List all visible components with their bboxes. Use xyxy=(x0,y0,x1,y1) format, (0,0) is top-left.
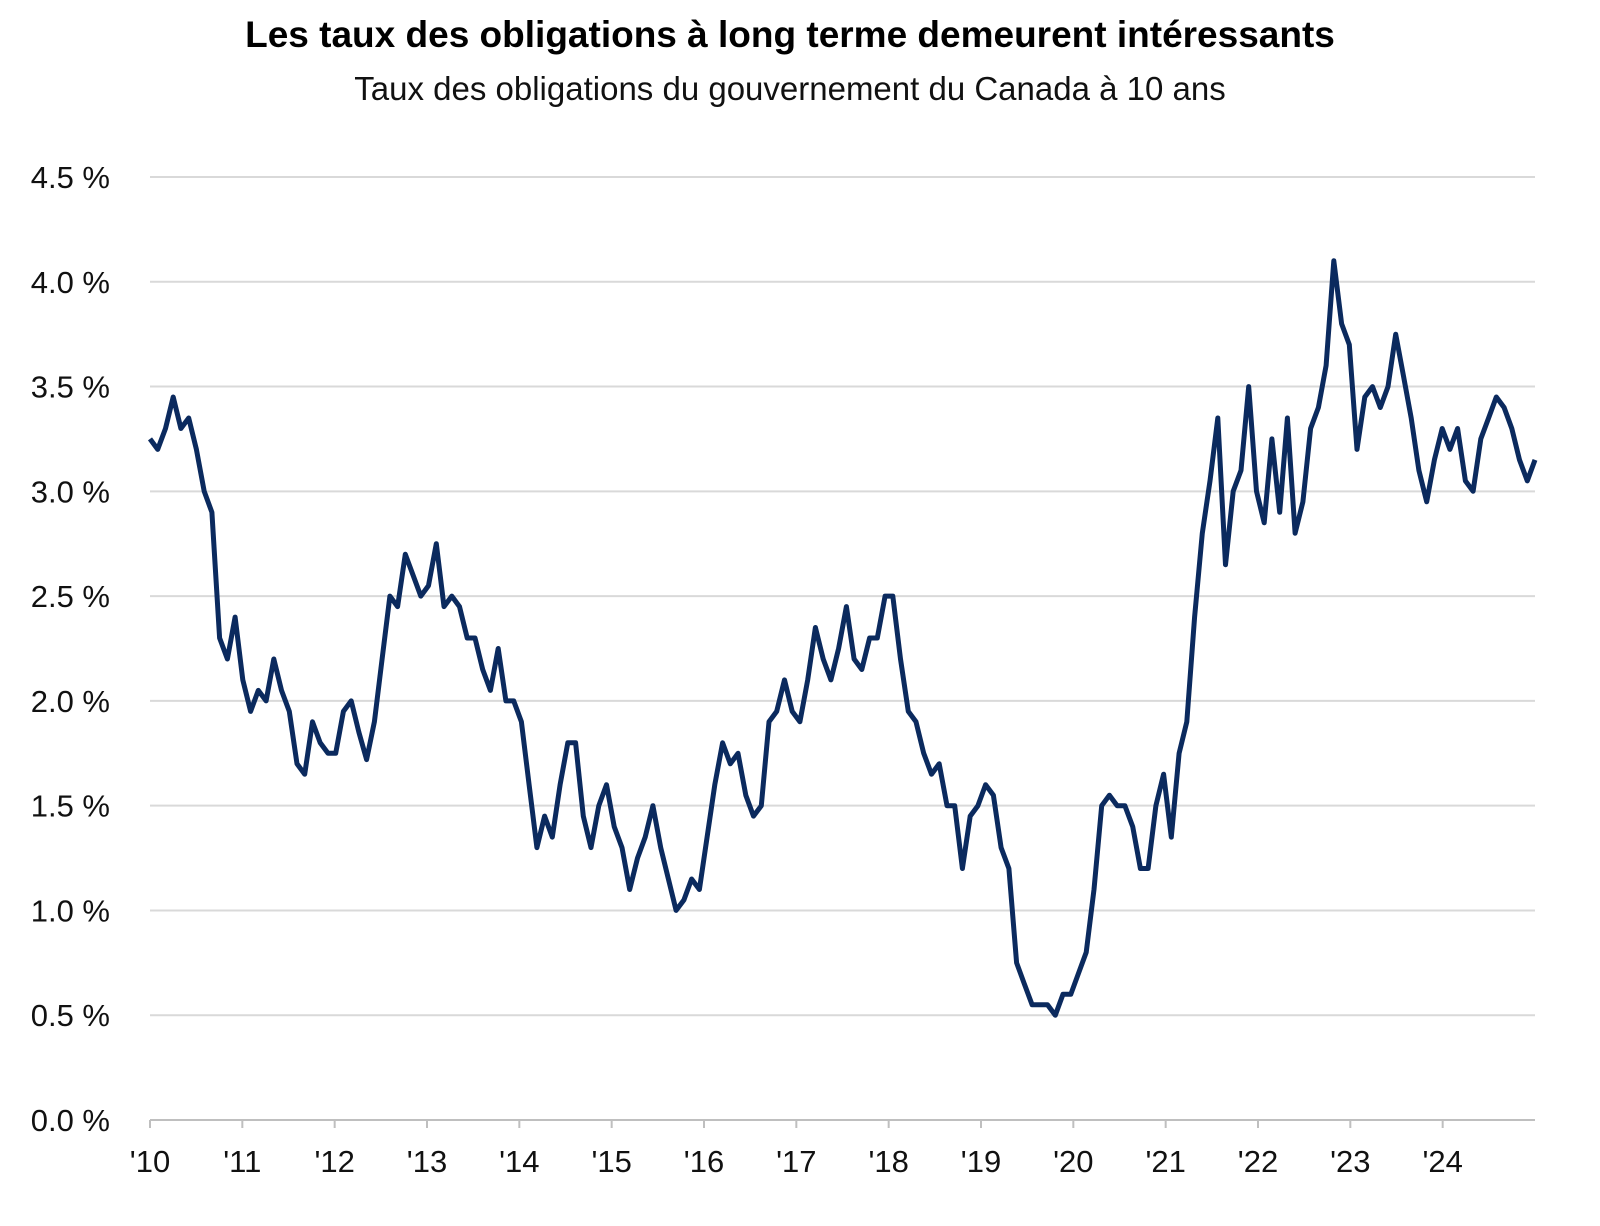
y-tick-label: 3.5 % xyxy=(31,370,110,405)
y-tick-label: 4.5 % xyxy=(31,160,110,195)
x-tick-label: '18 xyxy=(868,1144,908,1179)
x-tick-label: '12 xyxy=(314,1144,354,1179)
x-tick-label: '24 xyxy=(1422,1144,1462,1179)
x-tick-label: '21 xyxy=(1145,1144,1185,1179)
chart-title: Les taux des obligations à long terme de… xyxy=(245,14,1335,55)
x-tick-label: '13 xyxy=(407,1144,447,1179)
x-tick-label: '22 xyxy=(1238,1144,1278,1179)
y-tick-label: 4.0 % xyxy=(31,265,110,300)
x-axis: '10 '11 '12 '13 '14 '15 '16 '17 '18 '19 '20 '21 '22 '… xyxy=(130,1119,1535,1179)
y-tick-label: 3.0 % xyxy=(31,474,110,509)
x-tick-label: '17 xyxy=(776,1144,816,1179)
y-tick-label: 2.5 % xyxy=(31,579,110,614)
series-layer xyxy=(147,258,1538,1018)
x-tick-label: '15 xyxy=(591,1144,631,1179)
y-tick-label: 1.5 % xyxy=(31,789,110,824)
x-tick-label: '16 xyxy=(684,1144,724,1179)
y-axis: 0.0 % 0.5 % 1.0 % 1.5 % 2.0 % 2.5 % 3.0 % 3.5 %… xyxy=(31,160,110,1138)
y-tick-label: 0.5 % xyxy=(31,998,110,1033)
x-tick-label: '19 xyxy=(961,1144,1001,1179)
x-tick-label: '10 xyxy=(130,1144,170,1179)
y-tick-label: 0.0 % xyxy=(31,1103,110,1138)
x-tick-label: '14 xyxy=(499,1144,539,1179)
series-line xyxy=(147,258,1538,1018)
x-tick-label: '20 xyxy=(1053,1144,1093,1179)
x-tick-label: '23 xyxy=(1330,1144,1370,1179)
chart-subtitle: Taux des obligations du gouvernement du … xyxy=(354,70,1226,107)
y-tick-label: 1.0 % xyxy=(31,893,110,928)
y-tick-label: 2.0 % xyxy=(31,684,110,719)
gridlines xyxy=(150,176,1535,1017)
x-tick-label: '11 xyxy=(223,1144,261,1179)
